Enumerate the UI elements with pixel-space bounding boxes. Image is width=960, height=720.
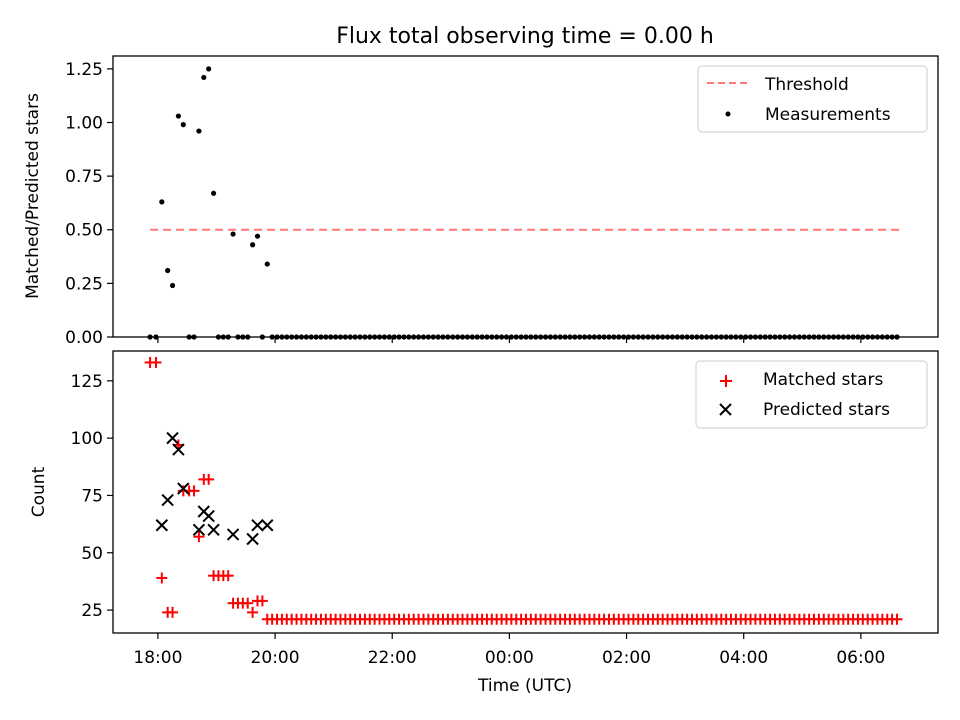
- predicted-star-point: [177, 482, 190, 495]
- x-tick-label: 20:00: [251, 648, 300, 668]
- bottom-y-axis-label: Count: [29, 466, 49, 517]
- x-tick-label: 00:00: [485, 648, 534, 668]
- bottom-y-tick-label: 125: [71, 372, 103, 392]
- predicted-star-point: [172, 443, 185, 456]
- legend-measurements-swatch: [725, 111, 731, 117]
- bottom-plot-layer: [144, 356, 903, 625]
- predicted-star-point: [226, 528, 240, 541]
- predicted-star-point: [192, 523, 206, 537]
- top-y-axis-label: Matched/Predicted stars: [23, 93, 43, 299]
- matched-star-point: [193, 531, 205, 543]
- bottom-panel: 18:00 20:00 22:00 00:00 02:00 04:00 06:00 25 50 7…: [29, 350, 939, 696]
- measurement-point: [196, 128, 202, 134]
- bottom-legend: Matched stars Predicted stars: [695, 360, 928, 429]
- top-y-tick-label: 1.00: [65, 113, 103, 133]
- bottom-ticks: 18:00 20:00 22:00 00:00 02:00 04:00 06:00 25 50 7…: [71, 372, 886, 668]
- measurement-point: [169, 282, 176, 289]
- bottom-y-tick-label: 50: [81, 544, 103, 564]
- legend-matched-label: Matched stars: [763, 370, 883, 390]
- predicted-star-point: [251, 519, 264, 532]
- predicted-star-point: [202, 509, 215, 523]
- x-tick-label: 06:00: [836, 648, 885, 668]
- bottom-legend-frame: [695, 360, 928, 429]
- top-y-tick-label: 0.25: [65, 274, 103, 294]
- top-y-tick-label: 0.00: [65, 328, 103, 348]
- top-panel: 0.00 0.25 0.50 0.75 1.00 1.25 Matched/Predict…: [23, 55, 939, 348]
- x-axis-label: Time (UTC): [477, 676, 572, 696]
- top-plot-layer: [147, 66, 900, 340]
- measurement-point: [254, 233, 261, 239]
- legend-predicted-swatch: [719, 403, 732, 416]
- matched-star-point: [247, 606, 259, 618]
- x-tick-label: 02:00: [602, 648, 651, 668]
- top-y-tick-label: 1.25: [65, 60, 103, 80]
- predicted-star-point: [207, 523, 220, 537]
- matched-star-point: [256, 595, 268, 607]
- top-ticks: 0.00 0.25 0.50 0.75 1.00 1.25: [65, 60, 862, 348]
- matched-star-point: [203, 473, 215, 485]
- legend-predicted-label: Predicted stars: [763, 400, 890, 420]
- bottom-y-tick-label: 75: [81, 486, 103, 506]
- measurement-point: [165, 267, 171, 274]
- matched-star-point: [167, 606, 179, 618]
- matched-star-point: [222, 570, 234, 582]
- predicted-star-point: [161, 493, 174, 507]
- legend-measurements-label: Measurements: [765, 105, 891, 125]
- x-tick-label: 18:00: [133, 648, 182, 668]
- measurement-point: [250, 242, 256, 248]
- measurement-point: [175, 113, 182, 119]
- top-axes-frame: [112, 55, 939, 338]
- predicted-star-point: [155, 519, 169, 532]
- bottom-axes-frame: [112, 350, 939, 634]
- predicted-star-point: [166, 431, 179, 445]
- legend-matched-swatch: [720, 375, 732, 387]
- measurement-point: [201, 74, 207, 81]
- x-tick-label: 22:00: [368, 648, 417, 668]
- measurement-point: [159, 199, 165, 205]
- matched-star-point: [242, 597, 254, 609]
- top-legend: Threshold Measurements: [697, 65, 928, 133]
- chart-title: Flux total observing time = 0.00 h: [336, 24, 714, 49]
- bottom-y-tick-label: 25: [81, 601, 103, 621]
- predicted-star-point: [261, 519, 274, 532]
- x-tick-label: 04:00: [719, 648, 768, 668]
- measurement-point: [264, 261, 270, 267]
- matched-star-point: [188, 485, 200, 497]
- measurement-point: [210, 190, 217, 196]
- bottom-y-tick-label: 100: [71, 429, 103, 449]
- measurement-point: [180, 122, 186, 128]
- top-y-tick-label: 0.50: [65, 221, 103, 241]
- top-y-tick-label: 0.75: [65, 167, 103, 187]
- measurement-point: [206, 66, 212, 72]
- matched-star-point: [156, 572, 168, 584]
- measurement-point: [230, 231, 236, 237]
- legend-threshold-label: Threshold: [764, 75, 849, 95]
- matched-star-point: [150, 356, 162, 368]
- top-legend-frame: [697, 65, 928, 133]
- predicted-star-point: [246, 532, 259, 546]
- matched-star-point: [891, 613, 903, 625]
